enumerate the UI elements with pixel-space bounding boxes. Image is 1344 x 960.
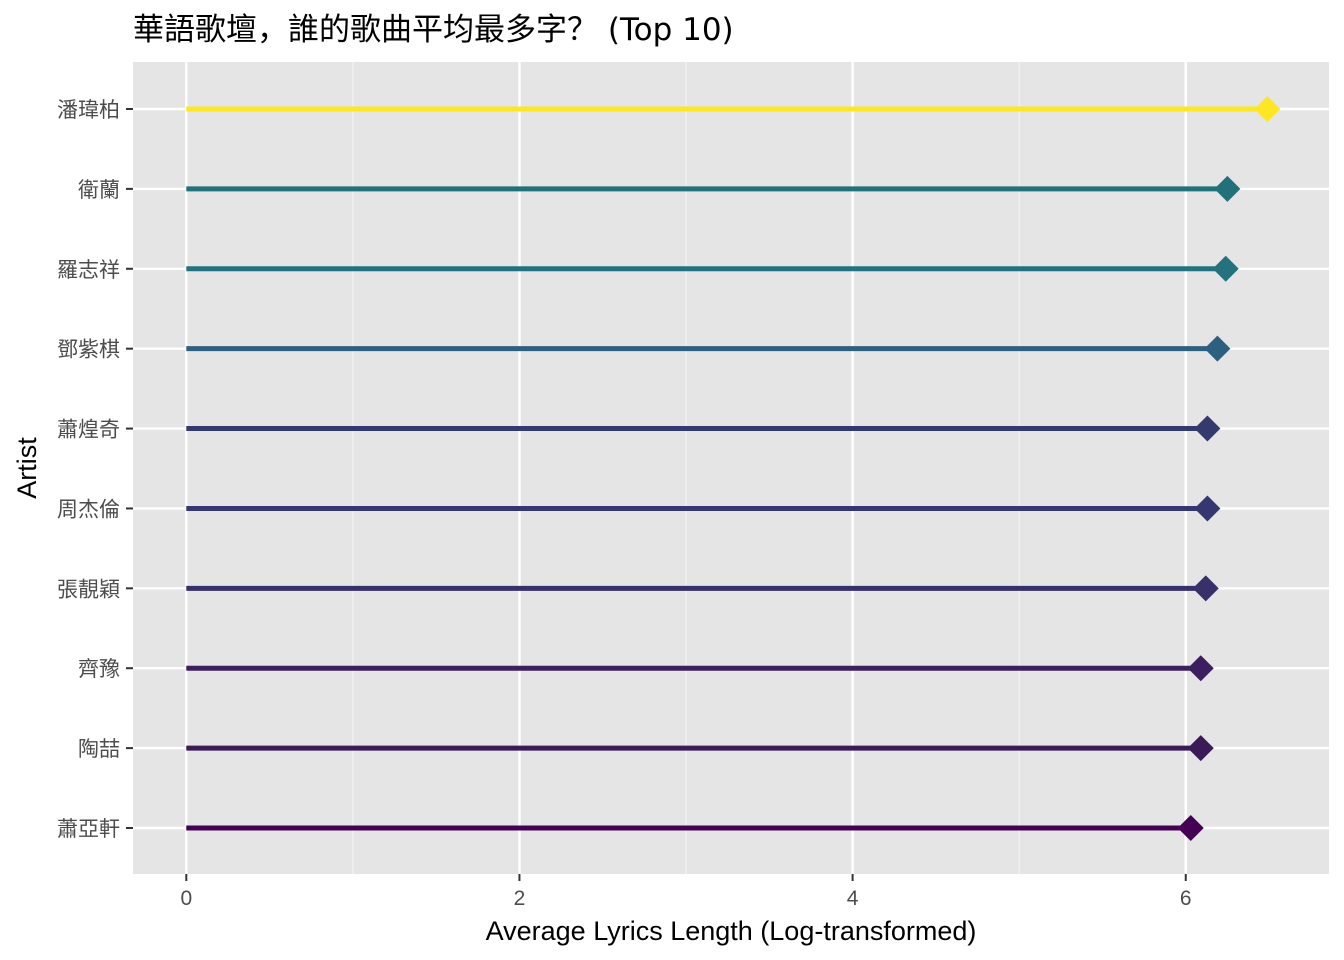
chart-title: 華語歌壇，誰的歌曲平均最多字？ (Top 10) (133, 12, 734, 48)
lollipop-point (1194, 415, 1221, 442)
x-axis: 0 2 4 6 (180, 874, 1192, 910)
y-tick-label: 陶喆 (78, 737, 120, 761)
x-tick-label: 4 (847, 887, 859, 910)
y-tick-label: 蕭煌奇 (57, 418, 120, 442)
y-tick-label: 張靚穎 (57, 577, 120, 601)
grid-minor (352, 62, 1020, 874)
lollipop-point (1204, 335, 1231, 362)
y-tick-label: 蕭亞軒 (57, 817, 120, 841)
lollipop-point (1187, 735, 1214, 762)
y-tick-label: 衛蘭 (78, 178, 120, 202)
lollipop-point (1177, 815, 1204, 841)
chart-marks (186, 96, 1281, 841)
lollipop-point (1214, 175, 1241, 202)
y-tick-label: 齊豫 (78, 657, 120, 681)
x-tick-label: 0 (180, 887, 192, 910)
lollipop-point (1187, 655, 1214, 682)
y-axis-title: Artist (12, 437, 42, 499)
y-tick-label: 鄧紫棋 (57, 338, 120, 362)
lollipop-point (1212, 255, 1239, 282)
x-tick-label: 2 (514, 887, 526, 910)
y-tick-label: 羅志祥 (57, 258, 120, 282)
lollipop-point (1192, 575, 1219, 602)
x-tick-label: 6 (1180, 887, 1192, 910)
y-tick-label: 潘瑋柏 (57, 98, 120, 122)
lollipop-point (1194, 495, 1221, 522)
y-tick-label: 周杰倫 (57, 497, 120, 521)
plot-panel (133, 62, 1329, 874)
lollipop-point (1254, 96, 1281, 122)
x-axis-title: Average Lyrics Length (Log-transformed) (486, 916, 977, 946)
